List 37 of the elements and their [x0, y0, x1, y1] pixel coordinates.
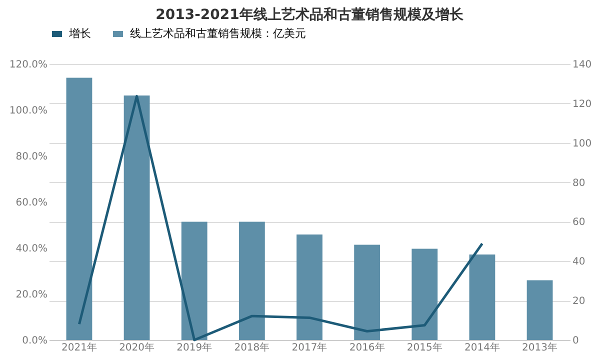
x-tick-label: 2018年	[234, 342, 270, 354]
legend-label: 增长	[68, 27, 91, 40]
bar	[296, 234, 322, 340]
x-tick-label: 2014年	[464, 342, 500, 354]
bar	[181, 222, 208, 340]
y-tick-label: 80.0%	[16, 152, 48, 162]
y2-tick-label: 120	[572, 98, 592, 110]
y2-tick-label: 40	[572, 256, 586, 268]
x-tick-label: 2017年	[292, 342, 328, 354]
bar	[66, 78, 92, 340]
legend-label: 线上艺术品和古董销售规模：亿美元	[130, 27, 306, 40]
y2-tick-label: 80	[572, 178, 586, 189]
y2-tick-label: 60	[572, 217, 586, 228]
x-tick-label: 2021年	[61, 342, 97, 354]
chart-title: 2013-2021年线上艺术品和古董销售规模及增长	[156, 7, 464, 23]
x-tick-label: 2013年	[522, 342, 558, 354]
y2-tick-label: 0	[572, 336, 579, 346]
y-tick-label: 20.0%	[16, 290, 48, 300]
y-tick-label: 40.0%	[16, 244, 48, 254]
bar	[354, 244, 380, 340]
y-tick-label: 120.0%	[9, 60, 48, 70]
line-series	[78, 94, 484, 342]
y-tick-label: 0.0%	[22, 336, 48, 346]
y2-tick-label: 20	[572, 296, 586, 308]
y2-tick-label: 100	[572, 138, 592, 150]
bar	[238, 222, 265, 340]
y2-tick-label: 140	[572, 60, 592, 70]
y-tick-label: 60.0%	[16, 198, 48, 208]
bar	[469, 254, 496, 340]
y-tick-label: 100.0%	[9, 106, 48, 116]
x-tick-label: 2016年	[349, 342, 385, 354]
x-tick-label: 2019年	[176, 342, 212, 354]
bar	[526, 280, 553, 340]
bar	[124, 96, 150, 340]
bar	[412, 248, 438, 340]
x-tick-label: 2015年	[406, 342, 442, 354]
x-tick-label: 2020年	[119, 342, 155, 354]
